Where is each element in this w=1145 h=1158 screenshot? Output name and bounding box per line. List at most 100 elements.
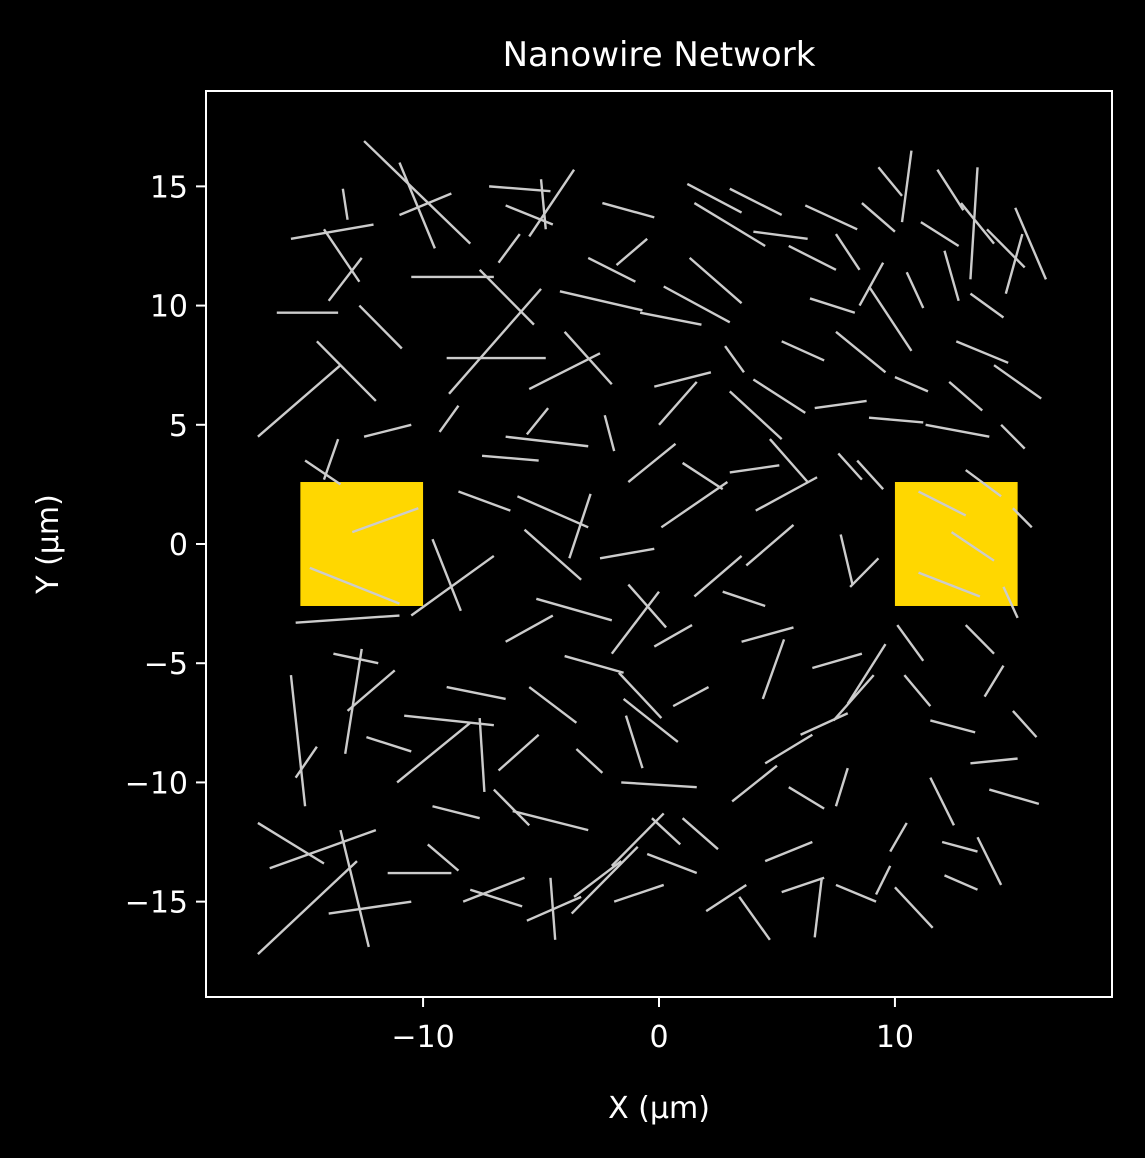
nanowire-151 — [722, 590, 766, 608]
nanowire-98 — [835, 330, 887, 374]
nanowire-171 — [834, 767, 849, 807]
nanowire-157 — [615, 237, 648, 266]
nanowire-22 — [328, 900, 412, 915]
nanowire-104 — [768, 438, 809, 483]
nanowire-48 — [535, 597, 613, 622]
nanowire-70 — [627, 442, 677, 483]
x-axis: −10 0 10 — [391, 997, 914, 1055]
nanowire-110 — [948, 380, 984, 412]
nanowire-13 — [309, 566, 400, 605]
nanowire-55 — [469, 888, 523, 908]
nanowire-114 — [965, 469, 1002, 498]
nanowire-87 — [960, 202, 995, 245]
nanowire-86 — [936, 169, 965, 211]
nanowire-49 — [564, 654, 624, 674]
nanowire-138 — [738, 896, 771, 941]
nanowire-52 — [497, 733, 540, 772]
y-tick-label: −15 — [125, 886, 188, 921]
nanowire-79 — [753, 230, 808, 241]
nanowire-154 — [755, 476, 818, 512]
nanowire-11 — [363, 423, 412, 438]
nanowire-97 — [867, 285, 913, 352]
nanowire-50 — [505, 614, 554, 643]
nanowire-152 — [693, 555, 743, 598]
nanowire-172 — [849, 557, 880, 588]
nanowire-123 — [983, 664, 1005, 698]
nanowire-162 — [431, 538, 462, 612]
nanowire-77 — [686, 182, 743, 214]
nanowire-131 — [944, 874, 978, 891]
nanowire-103 — [728, 390, 783, 440]
nanowire-93 — [943, 250, 960, 302]
nanowire-117 — [918, 571, 981, 598]
nanowire-24 — [396, 721, 472, 784]
nanowire-133 — [874, 865, 892, 896]
nanowire-106 — [837, 452, 863, 481]
nanowire-139 — [705, 883, 747, 913]
nanowire-18 — [269, 828, 377, 870]
nanowire-14 — [295, 614, 400, 624]
nanowire-96 — [858, 262, 885, 307]
nanowire-140 — [646, 852, 698, 875]
nanowire-62 — [621, 781, 697, 789]
nanowire-75 — [688, 256, 743, 305]
nanowire-56 — [462, 876, 525, 903]
nanowire-91 — [1004, 233, 1024, 294]
nanowire-43 — [528, 352, 601, 391]
nanowire-28 — [410, 554, 495, 617]
nanowire-150 — [741, 626, 794, 643]
y-tick-label: 10 — [150, 290, 188, 325]
nanowire-47 — [523, 528, 582, 581]
nanowire-113 — [1000, 423, 1026, 450]
nanowire-164 — [327, 257, 363, 302]
nanowire-60 — [570, 845, 639, 915]
nanowire-147 — [832, 674, 875, 722]
nanowire-105 — [814, 399, 867, 410]
nanowire-27 — [478, 717, 486, 793]
axes-frame — [205, 90, 1113, 998]
nanowire-142 — [681, 817, 719, 851]
nanowire-116 — [950, 531, 995, 562]
nanowire-145 — [788, 786, 825, 810]
nanowire-122 — [930, 719, 976, 734]
nanowire-180 — [672, 685, 710, 708]
nanowire-2 — [398, 162, 436, 249]
nanowire-92 — [969, 292, 1005, 319]
nanowire-155 — [729, 464, 780, 474]
nanowire-85 — [900, 150, 913, 223]
y-axis: 15 10 5 0 −5 −10 −15 — [125, 170, 206, 921]
y-tick-label: −5 — [144, 647, 188, 682]
nanowire-58 — [549, 877, 557, 940]
nanowire-128 — [889, 822, 908, 853]
nanowire-19 — [257, 860, 358, 955]
nanowire-132 — [894, 886, 934, 929]
nanowire-119 — [896, 624, 925, 662]
nanowire-169 — [627, 583, 667, 629]
nanowire-179 — [575, 748, 604, 774]
y-tick-label: 15 — [150, 170, 188, 205]
nanowire-156 — [681, 461, 724, 491]
y-tick-label: −10 — [125, 766, 188, 801]
nanowire-107 — [868, 416, 924, 424]
nanowire-146 — [800, 712, 849, 736]
nanowire-8 — [316, 340, 377, 402]
nanowire-173 — [839, 534, 854, 585]
nanowire-101 — [752, 378, 806, 414]
nanowire-120 — [846, 643, 887, 705]
nanowire-72 — [653, 371, 712, 388]
nanowire-174 — [856, 459, 885, 490]
nanowire-46 — [516, 495, 589, 529]
nanowire-78 — [729, 187, 783, 217]
nanowire-1 — [363, 140, 472, 245]
nanowire-54 — [512, 809, 589, 832]
nanowire-39 — [602, 201, 655, 219]
nanowire-108 — [894, 376, 929, 393]
nanowire-3 — [489, 185, 551, 193]
nanowire-158 — [333, 652, 379, 665]
plot-area — [257, 140, 1048, 955]
y-axis-label: Y (µm) — [31, 494, 66, 595]
nanowire-65 — [622, 698, 679, 743]
nanowire-23 — [427, 843, 460, 872]
nanowire-126 — [988, 788, 1040, 806]
nanowire-94 — [920, 221, 960, 247]
